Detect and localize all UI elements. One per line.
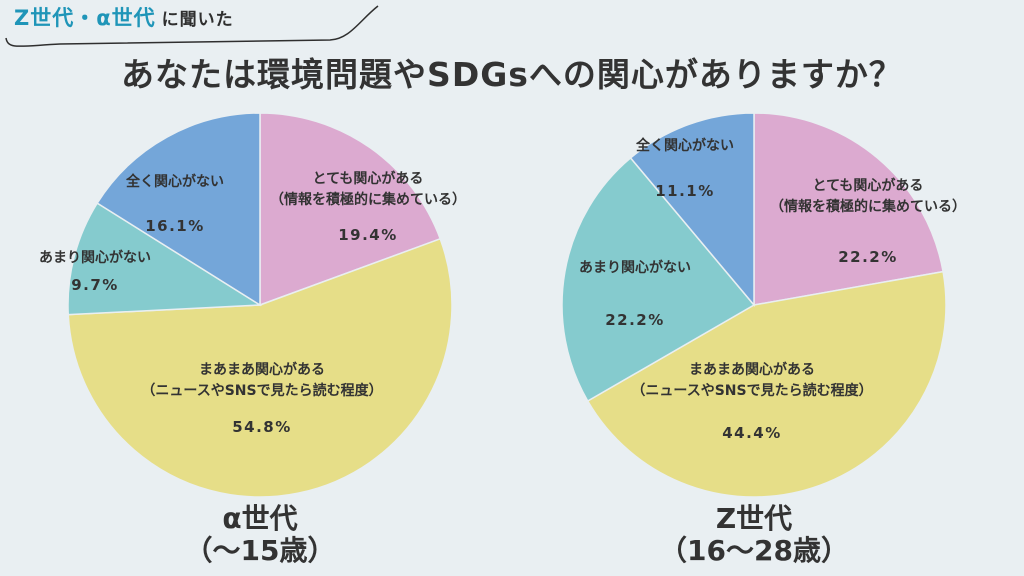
- slice-label-very: （情報を積極的に集めている）: [270, 191, 466, 208]
- pie-slice-very-0: [259, 112, 442, 307]
- pie-slice-none-0: [96, 112, 261, 307]
- slice-label-somewhat: まあまあ関心がある: [199, 361, 325, 378]
- generation-age-range: （16〜28歳）: [659, 534, 849, 567]
- slice-value-somewhat: 54.8%: [232, 418, 292, 436]
- pie-slice-somewhat-0: [67, 237, 453, 498]
- tag-underline: [5, 5, 379, 48]
- survey-tag: Z世代・α世代 に聞いた: [14, 2, 234, 32]
- slice-value-little: 9.7%: [71, 276, 119, 294]
- slice-label-very: （情報を積極的に集めている）: [770, 198, 966, 215]
- slice-value-little: 22.2%: [605, 311, 665, 329]
- page-title: あなたは環境問題やSDGsへの関心がありますか？: [121, 55, 903, 94]
- slice-label-somewhat: まあまあ関心がある: [689, 361, 815, 378]
- tag-rest: に聞いた: [161, 10, 234, 30]
- slice-label-none: 全く関心がない: [125, 173, 224, 190]
- slice-label-somewhat: （ニュースやSNSで見たら読む程度）: [141, 382, 382, 399]
- pie-slice-little-0: [67, 202, 263, 316]
- slice-value-very: 22.2%: [838, 248, 898, 266]
- slice-label-very: とても関心がある: [813, 177, 924, 194]
- pie-slice-little-1: [561, 156, 756, 403]
- slice-label-little: あまり関心がない: [579, 259, 691, 276]
- pie-slice-somewhat-1: [586, 270, 947, 498]
- slice-label-very: とても関心がある: [313, 170, 424, 187]
- slice-value-somewhat: 44.4%: [722, 424, 782, 442]
- generation-caption: α世代: [222, 502, 297, 535]
- slice-value-very: 19.4%: [338, 226, 398, 244]
- slice-value-none: 16.1%: [145, 217, 205, 235]
- pie-slice-none-1: [629, 112, 755, 308]
- slice-label-none: 全く関心がない: [635, 137, 734, 154]
- slice-label-somewhat: （ニュースやSNSで見たら読む程度）: [631, 382, 872, 399]
- pie-slice-very-1: [753, 112, 944, 306]
- generation-age-range: （〜15歳）: [185, 534, 336, 567]
- slice-value-none: 11.1%: [655, 182, 715, 200]
- slice-label-little: あまり関心がない: [39, 249, 151, 266]
- tag-highlight: Z世代・α世代: [14, 6, 156, 30]
- generation-caption: Z世代: [716, 502, 792, 535]
